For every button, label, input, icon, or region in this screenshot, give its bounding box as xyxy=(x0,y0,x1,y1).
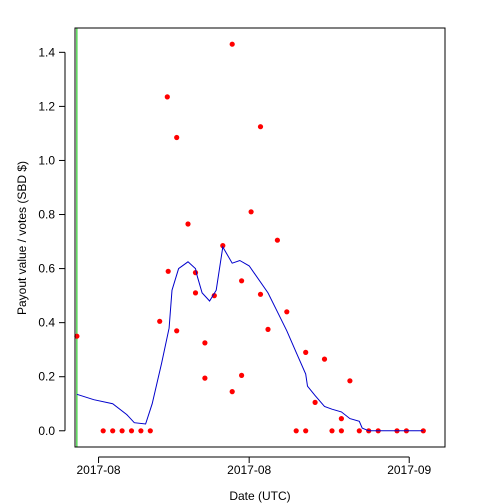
y-tick-label-0: 0.0 xyxy=(38,424,55,438)
axes: 0.0 0.2 0.4 0.6 0.8 1.0 1.2 1.4 2017-08 2017-08 20… xyxy=(38,27,446,477)
data-point-2 xyxy=(110,428,116,434)
data-point-11 xyxy=(174,328,180,334)
moving-average-line xyxy=(76,245,424,432)
y-tick-label-3: 0.6 xyxy=(38,262,55,276)
data-point-28 xyxy=(284,309,290,315)
data-point-6 xyxy=(147,428,153,434)
data-point-35 xyxy=(338,428,344,434)
data-point-29 xyxy=(293,428,299,434)
x-tick-label-2: 2017-09 xyxy=(387,463,431,477)
y-tick-label-4: 0.8 xyxy=(38,208,55,222)
data-point-31 xyxy=(303,349,309,355)
data-point-36 xyxy=(338,416,344,422)
data-point-21 xyxy=(239,278,245,284)
x-axis-title: Date (UTC) xyxy=(229,489,290,503)
data-point-38 xyxy=(356,428,362,434)
x-tick-label-0: 2017-08 xyxy=(77,463,121,477)
data-point-16 xyxy=(202,375,208,381)
data-point-3 xyxy=(119,428,125,434)
data-point-18 xyxy=(220,243,226,249)
y-tick-label-1: 0.2 xyxy=(38,370,55,384)
data-point-9 xyxy=(165,268,171,274)
data-point-15 xyxy=(202,340,208,346)
data-point-19 xyxy=(229,41,235,47)
data-point-8 xyxy=(164,94,170,100)
data-point-1 xyxy=(100,428,106,434)
data-point-7 xyxy=(157,318,163,324)
data-point-32 xyxy=(312,399,318,405)
data-point-33 xyxy=(321,356,328,362)
data-point-27 xyxy=(274,237,280,243)
data-point-23 xyxy=(248,209,254,215)
data-point-30 xyxy=(303,428,309,434)
data-point-22 xyxy=(239,372,245,378)
data-point-25 xyxy=(257,291,264,297)
data-point-10 xyxy=(174,134,180,141)
plot-frame xyxy=(74,27,446,448)
y-tick-label-2: 0.4 xyxy=(38,316,55,330)
x-tick-label-1: 2017-08 xyxy=(227,463,271,477)
data-point-34 xyxy=(329,428,335,434)
data-point-37 xyxy=(347,378,353,384)
y-axis-title: Payout value / votes (SBD $) xyxy=(15,161,29,315)
data-point-12 xyxy=(185,221,191,227)
data-point-14 xyxy=(192,290,199,296)
data-point-4 xyxy=(128,428,135,434)
y-tick-label-6: 1.2 xyxy=(38,99,55,113)
plot-area xyxy=(74,28,426,447)
y-tick-label-5: 1.0 xyxy=(38,153,55,167)
y-tick-label-7: 1.4 xyxy=(38,45,55,59)
data-point-24 xyxy=(257,124,264,130)
data-point-17 xyxy=(211,293,217,299)
data-point-26 xyxy=(265,326,271,332)
data-point-20 xyxy=(229,389,235,395)
data-point-0 xyxy=(74,333,80,339)
data-point-5 xyxy=(138,428,144,434)
